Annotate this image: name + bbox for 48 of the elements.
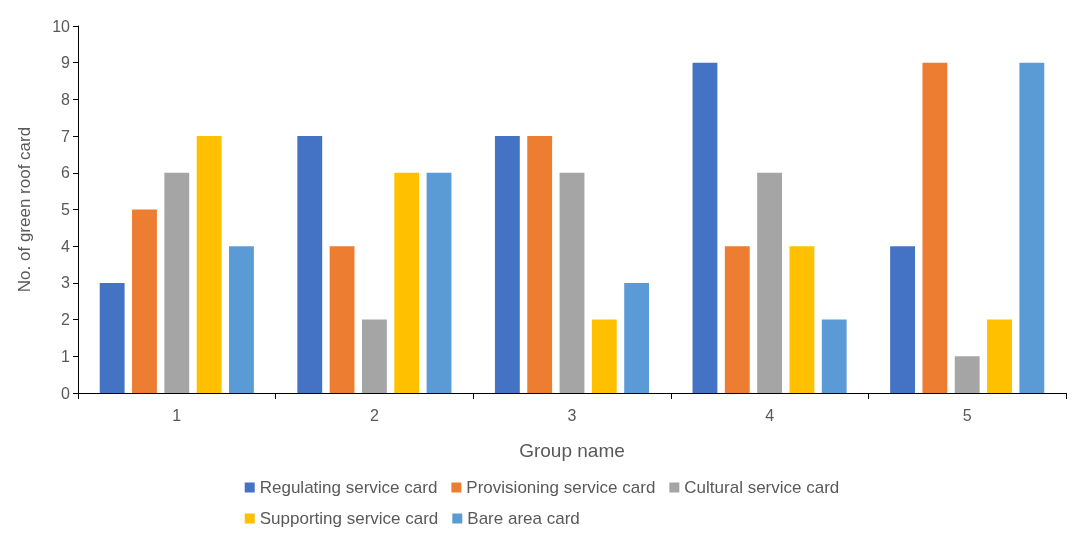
bar <box>164 172 190 393</box>
y-tick-label: 6 <box>61 164 71 182</box>
bar <box>494 136 520 393</box>
bar <box>559 172 585 393</box>
bar <box>724 246 750 393</box>
bar <box>890 246 915 393</box>
bar <box>591 319 617 393</box>
bar <box>329 246 355 393</box>
bar <box>99 282 125 393</box>
bar <box>922 62 948 393</box>
bar <box>229 246 254 393</box>
bar <box>527 136 553 393</box>
bar <box>789 246 815 393</box>
bar <box>624 282 650 393</box>
bar <box>297 136 323 393</box>
legend-label: Supporting service card <box>259 509 439 528</box>
y-tick-label: 8 <box>61 90 71 108</box>
bar <box>1019 62 1045 393</box>
bar <box>692 62 718 393</box>
x-tick-label: 2 <box>369 406 379 424</box>
bar <box>821 319 847 393</box>
y-tick-label: 0 <box>61 384 71 402</box>
bar <box>954 356 980 393</box>
y-tick-label: 3 <box>61 274 71 292</box>
y-tick-label: 10 <box>52 17 71 35</box>
bar <box>426 172 452 393</box>
x-tick-label: 3 <box>567 406 577 424</box>
legend-label: Regulating service card <box>259 478 438 497</box>
bar <box>987 319 1012 393</box>
bar <box>132 209 157 393</box>
legend-label: Bare area card <box>467 509 580 528</box>
y-tick-label: 9 <box>61 54 71 72</box>
x-tick-label: 4 <box>765 406 775 424</box>
y-tick-label: 5 <box>61 201 71 218</box>
y-tick-label: 1 <box>61 347 71 365</box>
bar <box>757 172 783 393</box>
bar <box>196 136 222 393</box>
legend-label: Provisioning service card <box>466 478 656 497</box>
y-tick-label: 4 <box>61 237 71 255</box>
x-tick-label: 5 <box>962 406 972 424</box>
x-tick-label: 1 <box>172 406 182 424</box>
bar <box>394 172 420 393</box>
y-tick-label: 7 <box>61 127 71 145</box>
x-axis-title: Group name <box>519 440 625 461</box>
legend-label: Cultural service card <box>684 478 840 497</box>
bar <box>361 319 387 393</box>
y-axis-title: No. of green roof card <box>15 126 34 293</box>
y-tick-label: 2 <box>61 311 71 329</box>
